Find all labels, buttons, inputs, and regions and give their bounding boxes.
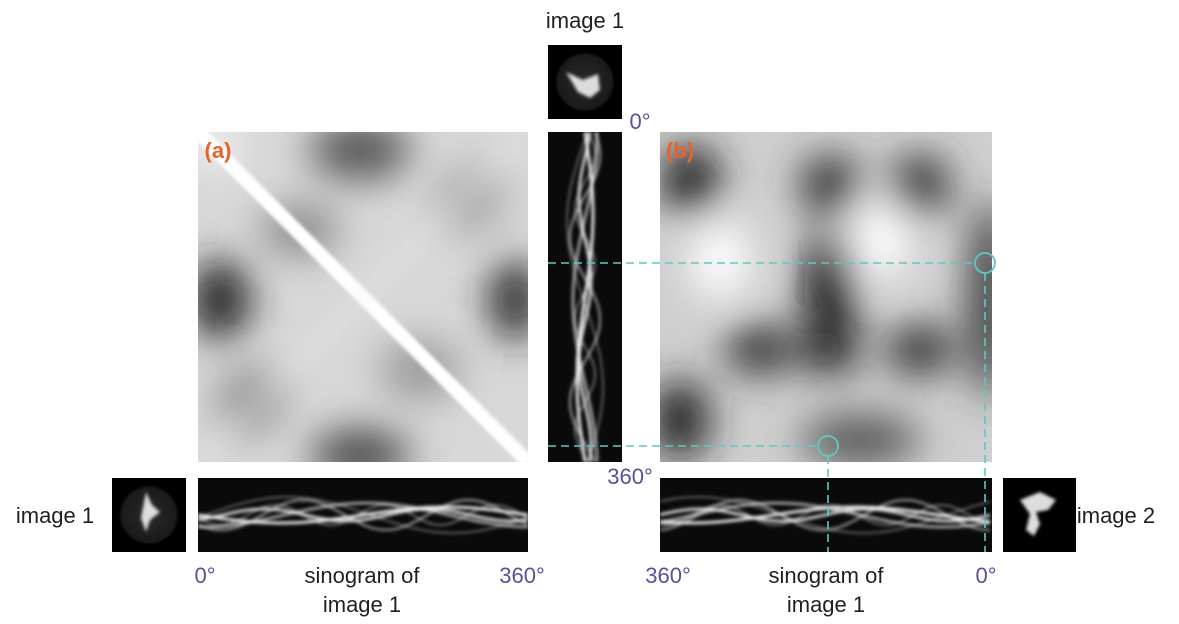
sinogram-left <box>198 478 528 552</box>
shape <box>435 165 505 235</box>
shape <box>690 220 750 300</box>
shape <box>215 365 285 435</box>
angle-label: 0° <box>194 563 215 588</box>
caption: sinogram of <box>769 563 885 588</box>
image-label: image 1 <box>16 503 94 528</box>
shape <box>850 200 910 280</box>
thumbnail-right <box>1003 478 1076 552</box>
angle-label: 360° <box>499 563 545 588</box>
sinogram-right <box>660 478 992 552</box>
figure: image 1 0° 360° (a) (b) image 1 0° 360° … <box>0 0 1179 624</box>
angle-label: 0° <box>629 109 650 134</box>
shape <box>310 430 410 480</box>
angle-label: 0° <box>975 563 996 588</box>
shape <box>650 380 710 460</box>
panel-label: (a) <box>205 138 232 163</box>
shape <box>490 260 540 340</box>
shape <box>310 120 410 180</box>
shape <box>800 155 860 215</box>
similarity-matrix-b <box>650 132 1010 465</box>
vertical-sinogram <box>548 132 622 462</box>
image-label: image 1 <box>546 8 624 33</box>
shape <box>1003 478 1076 552</box>
shape <box>970 200 1010 400</box>
angle-label: 360° <box>607 464 653 489</box>
shape <box>190 260 250 340</box>
caption: sinogram of <box>305 563 421 588</box>
panel-label: (b) <box>666 138 694 163</box>
thumbnail-top <box>548 45 622 119</box>
shape <box>800 325 860 375</box>
shape <box>885 325 955 375</box>
image-label: image 2 <box>1077 503 1155 528</box>
caption: image 1 <box>787 592 865 617</box>
angle-label: 360° <box>645 563 691 588</box>
shape <box>800 415 920 465</box>
thumbnail-left <box>112 478 186 552</box>
shape <box>890 155 950 215</box>
shape <box>725 325 795 375</box>
similarity-matrix-a <box>190 120 540 480</box>
caption: image 1 <box>323 592 401 617</box>
